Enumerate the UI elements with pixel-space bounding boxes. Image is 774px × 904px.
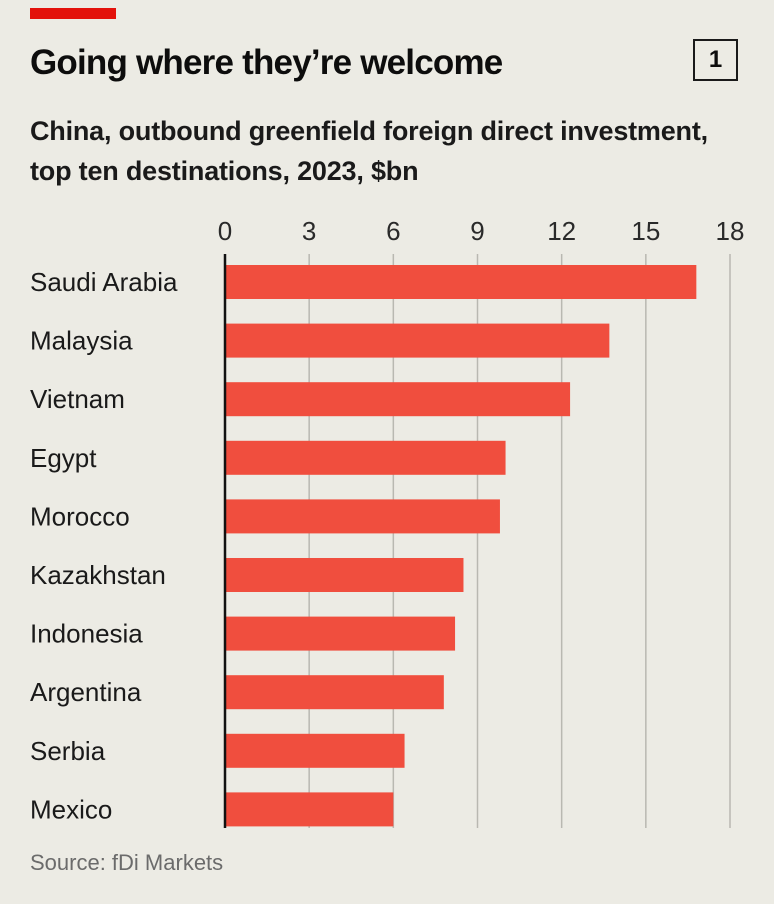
x-tick-labels: 0 3 6 9 12 15 18 (218, 216, 745, 246)
bar (225, 499, 500, 534)
category-label: Egypt (30, 443, 97, 473)
x-tick-label: 18 (716, 216, 745, 246)
category-label: Morocco (30, 501, 130, 531)
category-label: Mexico (30, 794, 112, 824)
category-label: Serbia (30, 736, 106, 766)
category-label: Malaysia (30, 326, 133, 356)
accent-bar (30, 8, 116, 19)
chart-title: Going where they’re welcome (30, 43, 503, 82)
bar (225, 675, 444, 710)
source-note: Source: fDi Markets (30, 850, 224, 875)
x-tick-label: 6 (386, 216, 400, 246)
x-tick-label: 15 (631, 216, 660, 246)
bar (225, 792, 394, 827)
chart-number-badge: 1 (693, 39, 738, 81)
category-labels: Saudi Arabia Malaysia Vietnam Egypt Morocco K… (30, 267, 178, 824)
bar (225, 558, 464, 592)
x-tick-label: 9 (470, 216, 484, 246)
bar (225, 323, 610, 358)
category-label: Indonesia (30, 619, 143, 649)
category-label: Vietnam (30, 384, 125, 414)
x-tick-label: 0 (218, 216, 232, 246)
bar (225, 265, 697, 299)
bar (225, 616, 456, 651)
x-tick-label: 12 (547, 216, 576, 246)
category-label: Argentina (30, 677, 142, 707)
bars (225, 265, 697, 827)
chart-subtitle: China, outbound greenfield foreign direc… (30, 116, 708, 186)
category-label: Saudi Arabia (30, 267, 178, 297)
x-tick-label: 3 (302, 216, 316, 246)
bar (225, 733, 405, 768)
bar (225, 382, 571, 417)
bar (225, 440, 506, 475)
category-label: Kazakhstan (30, 560, 166, 590)
